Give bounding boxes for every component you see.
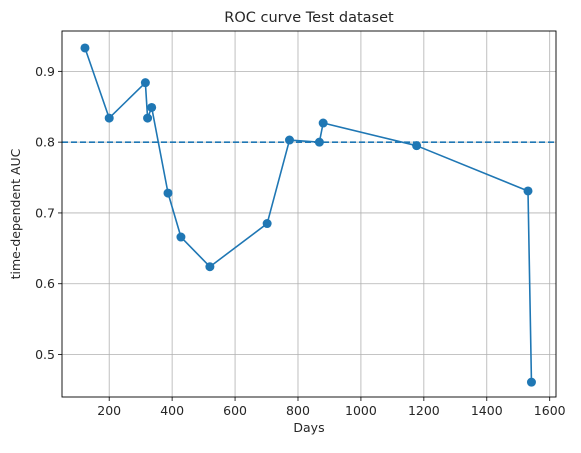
x-tick-label: 400 — [160, 403, 184, 418]
plot-frame — [61, 30, 557, 398]
x-tick-label: 800 — [286, 403, 310, 418]
data-point — [318, 118, 328, 128]
chart-title: ROC curve Test dataset — [224, 10, 394, 26]
y-tick-label: 0.8 — [35, 135, 55, 150]
data-point — [147, 102, 157, 112]
x-tick-label: 1200 — [408, 403, 440, 418]
y-axis-label: time-dependent AUC — [8, 148, 23, 279]
data-point — [140, 78, 150, 88]
y-tick-label: 0.6 — [35, 276, 55, 291]
data-point — [143, 113, 153, 123]
data-point — [80, 43, 90, 53]
data-point — [284, 135, 294, 145]
y-tick-label: 0.5 — [35, 347, 55, 362]
series-group — [80, 43, 536, 387]
x-axis-label: Days — [293, 420, 324, 435]
x-tick-label: 600 — [223, 403, 247, 418]
data-point — [314, 137, 324, 147]
data-point — [262, 219, 272, 229]
data-point — [163, 188, 173, 198]
x-tick-label: 1600 — [534, 403, 566, 418]
y-tick-label: 0.7 — [35, 205, 55, 220]
x-tick-label: 200 — [97, 403, 121, 418]
x-tick-label: 1400 — [471, 403, 503, 418]
data-point — [412, 141, 422, 151]
y-tick-label: 0.9 — [35, 64, 55, 79]
data-point — [176, 232, 186, 242]
y-axis-ticks: 0.5 0.6 0.7 0.8 0.9 — [35, 64, 62, 362]
data-point — [205, 262, 215, 272]
data-point — [104, 113, 114, 123]
data-point — [526, 377, 536, 387]
x-axis-ticks: 200 400 600 800 1000 1200 1400 1600 — [97, 397, 566, 418]
x-tick-label: 1000 — [345, 403, 377, 418]
data-point — [523, 186, 533, 196]
